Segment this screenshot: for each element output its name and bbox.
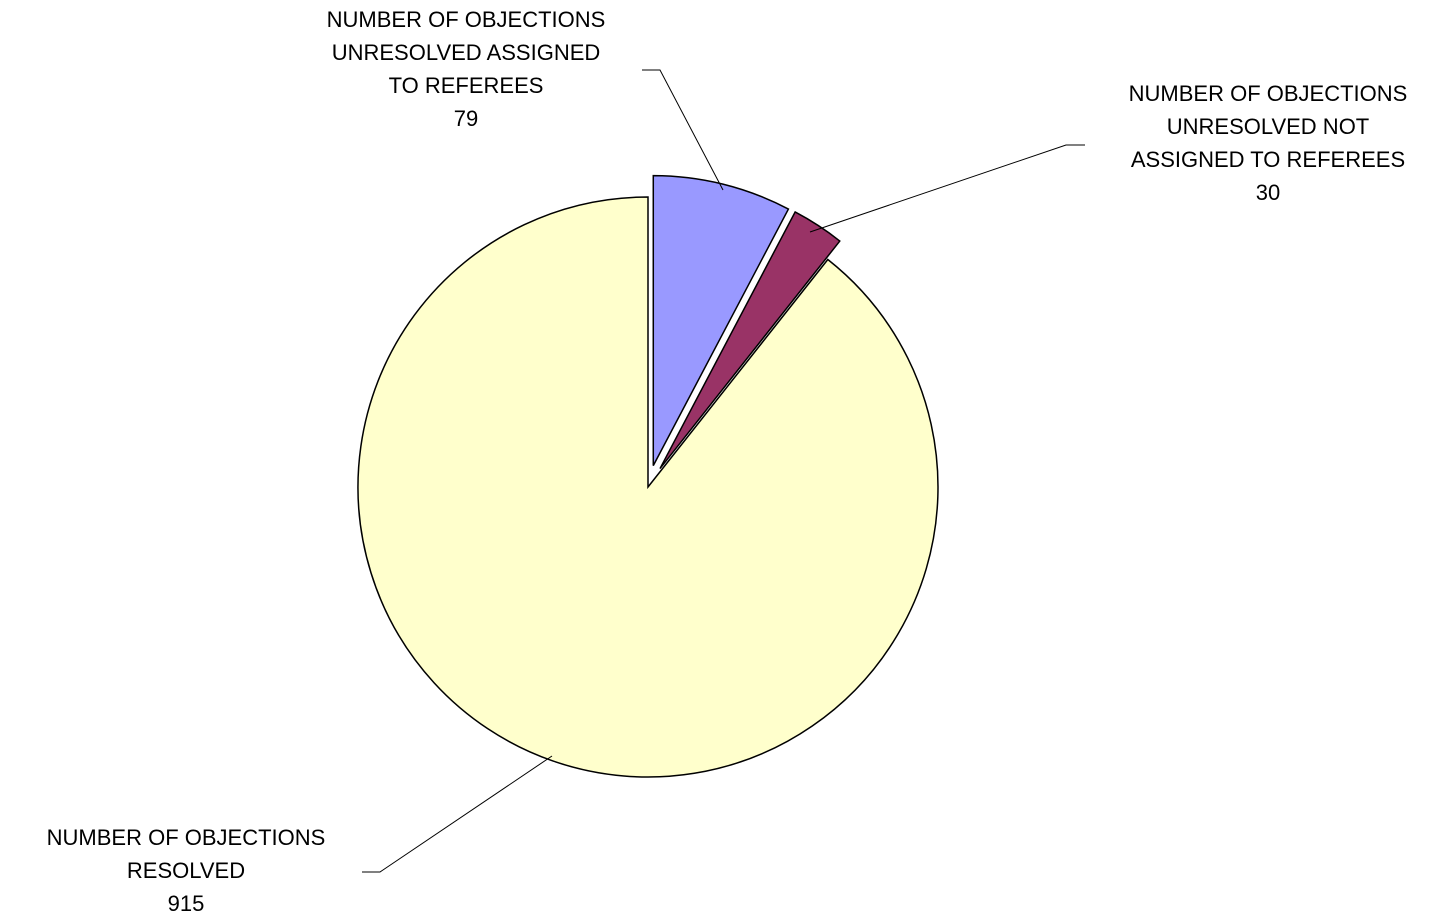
slice-label-line-1: UNRESOLVED ASSIGNED <box>332 40 601 65</box>
leader-line-1 <box>642 69 724 191</box>
pie-slices <box>357 174 939 778</box>
slice-label-line-3: NUMBER OF OBJECTIONS <box>47 825 326 850</box>
slice-value-label-3: 915 <box>168 891 205 916</box>
slice-label-line-2: UNRESOLVED NOT <box>1167 114 1370 139</box>
slice-label-line-1: NUMBER OF OBJECTIONS <box>327 7 606 32</box>
leader-lines <box>362 69 1085 873</box>
slice-value-label-1: 79 <box>454 106 478 131</box>
pie-slice-3 <box>357 196 939 778</box>
leader-line-2 <box>809 144 1085 233</box>
slice-value-label-2: 30 <box>1256 180 1280 205</box>
pie-slice-1 <box>652 174 790 466</box>
slice-label-line-2: NUMBER OF OBJECTIONS <box>1129 81 1408 106</box>
slice-label-line-2: ASSIGNED TO REFEREES <box>1131 147 1405 172</box>
slice-labels: NUMBER OF OBJECTIONS UNRESOLVED ASSIGNED T… <box>47 7 1408 916</box>
pie-slice-2 <box>659 210 841 470</box>
slice-label-line-1: TO REFEREES <box>389 73 544 98</box>
slice-label-line-3: RESOLVED <box>127 858 245 883</box>
leader-line-3 <box>362 755 553 873</box>
